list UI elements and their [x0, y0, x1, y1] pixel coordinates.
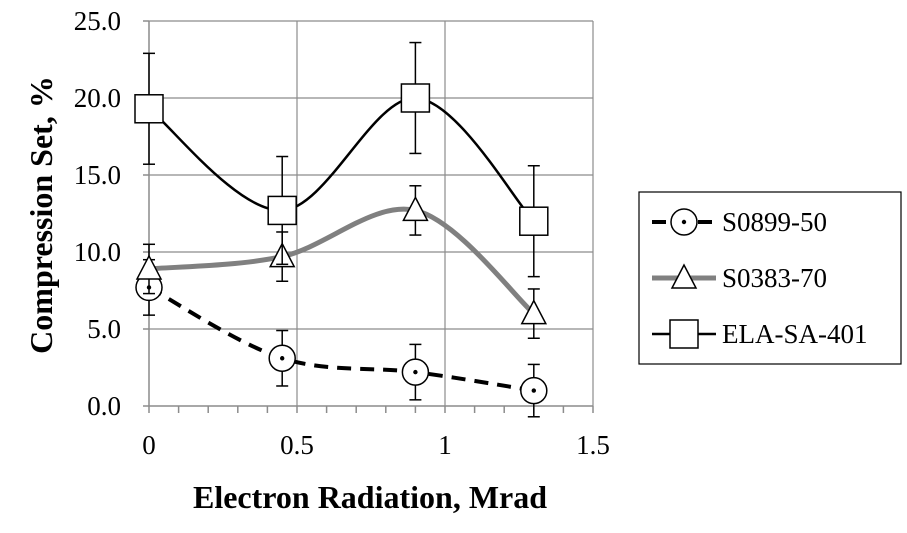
grid: [149, 20, 594, 406]
x-tick-label: 0: [142, 430, 156, 460]
data-point: [400, 83, 431, 113]
y-tick-label: 5.0: [87, 314, 121, 344]
data-point: [135, 254, 163, 280]
axes: 0.0 5.0 10.0 15.0 20.0 25.0 0 0.5 1 1.5: [74, 6, 610, 460]
y-tick-label: 15.0: [74, 160, 121, 190]
y-tick-label: 10.0: [74, 237, 121, 267]
data-point-center: [531, 388, 536, 393]
x-tick-label: 0.5: [280, 430, 314, 460]
series-line: [148, 96, 535, 223]
x-tick-label: 1: [438, 430, 452, 460]
y-tick-label: 25.0: [74, 6, 121, 36]
legend-label: S0899-50: [722, 207, 827, 237]
legend-marker: [670, 263, 698, 289]
series-s0899-50: [135, 258, 548, 418]
y-tick-label: 20.0: [74, 83, 121, 113]
data-point: [519, 206, 549, 236]
legend-item-s0899-50: S0899-50: [652, 207, 827, 237]
data-point: [267, 195, 297, 226]
x-axis-title: Electron Radiation, Mrad: [193, 479, 547, 515]
y-axis-title: Compression Set, %: [23, 76, 59, 354]
legend-item-s0383-70: S0383-70: [652, 263, 827, 293]
legend-marker-center: [681, 219, 687, 225]
legend: S0899-50 S0383-70 ELA-SA-401: [638, 191, 902, 365]
legend-item-ela-sa-401: ELA-SA-401: [652, 319, 867, 349]
series-line: [148, 285, 535, 393]
x-tick-label: 1.5: [576, 430, 610, 460]
legend-label: ELA-SA-401: [722, 319, 867, 349]
legend-marker: [669, 319, 699, 349]
data-point: [134, 94, 164, 124]
data-point: [520, 298, 548, 325]
data-point-center: [280, 356, 285, 361]
series-s0383-70: [135, 185, 548, 339]
legend-label: S0383-70: [722, 263, 827, 293]
series-layer: [134, 41, 549, 418]
y-tick-label: 0.0: [87, 391, 121, 421]
data-point-center: [413, 369, 418, 375]
series-ela-sa-401: [134, 41, 549, 278]
data-point: [402, 195, 429, 222]
series-line: [148, 206, 536, 316]
